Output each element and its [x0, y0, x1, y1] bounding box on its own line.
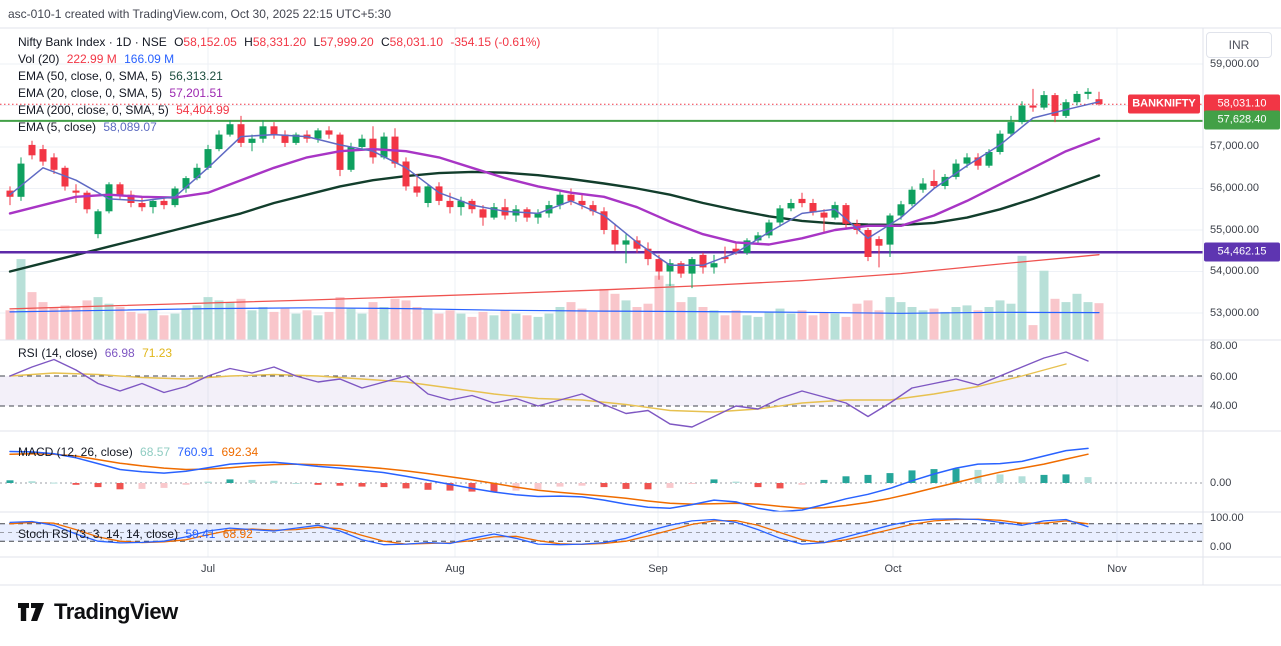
rsi-pane [0, 351, 1203, 428]
time-tick-label: Nov [1107, 563, 1127, 575]
watermark-text: asc-010-1 created with TradingView.com, … [8, 7, 391, 21]
legend-macd-row: MACD (12, 26, close) 68.57 760.91 692.34 [18, 445, 259, 459]
time-tick-label: Aug [445, 563, 465, 575]
close-value: 58,031.10 [389, 35, 444, 49]
legend-volume-row: Vol (20) 222.99 M 166.09 M [18, 52, 175, 66]
volume-ma-line [9, 307, 1100, 314]
legend-symbol-row: Nifty Bank Index · 1D · NSE O58,152.05 H… [18, 35, 541, 49]
legend-main: Nifty Bank Index · 1D · NSE O58,152.05 H… [18, 34, 544, 136]
legend-ema20-row: EMA (20, close, 0, SMA, 5) 57,201.51 [18, 86, 223, 100]
tradingview-logo[interactable]: TradingView [16, 599, 178, 625]
high-value: 58,331.20 [252, 35, 307, 49]
open-value: 58,152.05 [183, 35, 237, 49]
change-value: -354.15 (-0.61%) [450, 35, 541, 49]
ema50-line [8, 170, 1101, 273]
ema20-line [8, 137, 1101, 246]
tradingview-logo-icon [18, 603, 44, 621]
symbol-title[interactable]: Nifty Bank Index · 1D · NSE [18, 35, 167, 49]
axis-tick-label: 40.00 [1210, 400, 1238, 412]
axis-tick-label: 54,000.00 [1210, 265, 1259, 277]
axis-tick-label: 100.00 [1210, 512, 1244, 524]
axis-tick-label: 53,000.00 [1210, 307, 1259, 319]
symbol-price-tag: BANKNIFTY [1128, 94, 1200, 114]
time-tick-label: Oct [884, 563, 902, 575]
tradingview-logo-text: TradingView [54, 599, 178, 624]
ema5-line [9, 101, 1100, 267]
time-tick-label: Sep [648, 563, 668, 575]
legend-ema50-row: EMA (50, close, 0, SMA, 5) 56,313.21 [18, 69, 223, 83]
pane-separators [0, 27, 1281, 586]
axis-tick-label: 0.00 [1210, 477, 1232, 489]
axis-tick-label: 55,000.00 [1210, 224, 1259, 236]
axis-tick-label: 0.00 [1210, 541, 1232, 553]
price-level-pill: 54,462.15 [1204, 242, 1280, 262]
macd-pane [0, 447, 1203, 513]
legend-ema200-row: EMA (200, close, 0, SMA, 5) 54,404.99 [18, 103, 230, 117]
stoch-pane [0, 518, 1203, 546]
currency-button[interactable]: INR [1206, 32, 1272, 58]
price-level-pill: 57,628.40 [1204, 110, 1280, 130]
low-value: 57,999.20 [320, 35, 374, 49]
candles-series [6, 88, 1103, 289]
price-level-pill: 58,031.10 [1204, 94, 1280, 114]
ema200-line [9, 254, 1100, 310]
axis-tick-label: 80.00 [1210, 340, 1238, 352]
volume-series [5, 255, 1104, 341]
axis-tick-label: 56,000.00 [1210, 182, 1259, 194]
axis-tick-label: 57,000.00 [1210, 140, 1259, 152]
axis-tick-label: 60.00 [1210, 371, 1238, 383]
axis-tick-label: 59,000.00 [1210, 58, 1259, 70]
time-tick-label: Jul [200, 563, 216, 575]
legend-rsi-row: RSI (14, close) 66.98 71.23 [18, 346, 173, 360]
legend-stoch-row: Stoch RSI (3, 3, 14, 14, close) 59.41 68… [18, 527, 253, 541]
horizontal-lines [0, 103, 1203, 254]
legend-ema5-row: EMA (5, close) 58,089.07 [18, 120, 157, 134]
